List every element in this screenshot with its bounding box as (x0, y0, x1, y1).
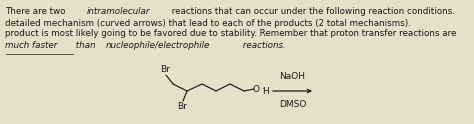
Text: than: than (73, 41, 98, 49)
Text: product is most likely going to be favored due to stability. Remember that proto: product is most likely going to be favor… (6, 30, 457, 38)
Text: H: H (263, 87, 269, 95)
Text: much faster: much faster (6, 41, 58, 49)
Text: NaOH: NaOH (280, 72, 306, 81)
Text: reactions.: reactions. (240, 41, 286, 49)
Text: intramolecular: intramolecular (87, 7, 151, 16)
Text: Br: Br (177, 102, 187, 111)
Text: detailed mechanism (curved arrows) that lead to each of the products (2 total me: detailed mechanism (curved arrows) that … (6, 18, 414, 28)
Text: There are two: There are two (6, 7, 69, 16)
Text: reactions that can occur under the following reaction conditions.: reactions that can occur under the follo… (169, 7, 458, 16)
Text: ·: · (261, 87, 263, 93)
Text: DMSO: DMSO (279, 100, 306, 109)
Text: nucleophile/electrophile: nucleophile/electrophile (106, 41, 210, 49)
Text: O: O (253, 84, 259, 93)
Text: Br: Br (160, 65, 170, 74)
